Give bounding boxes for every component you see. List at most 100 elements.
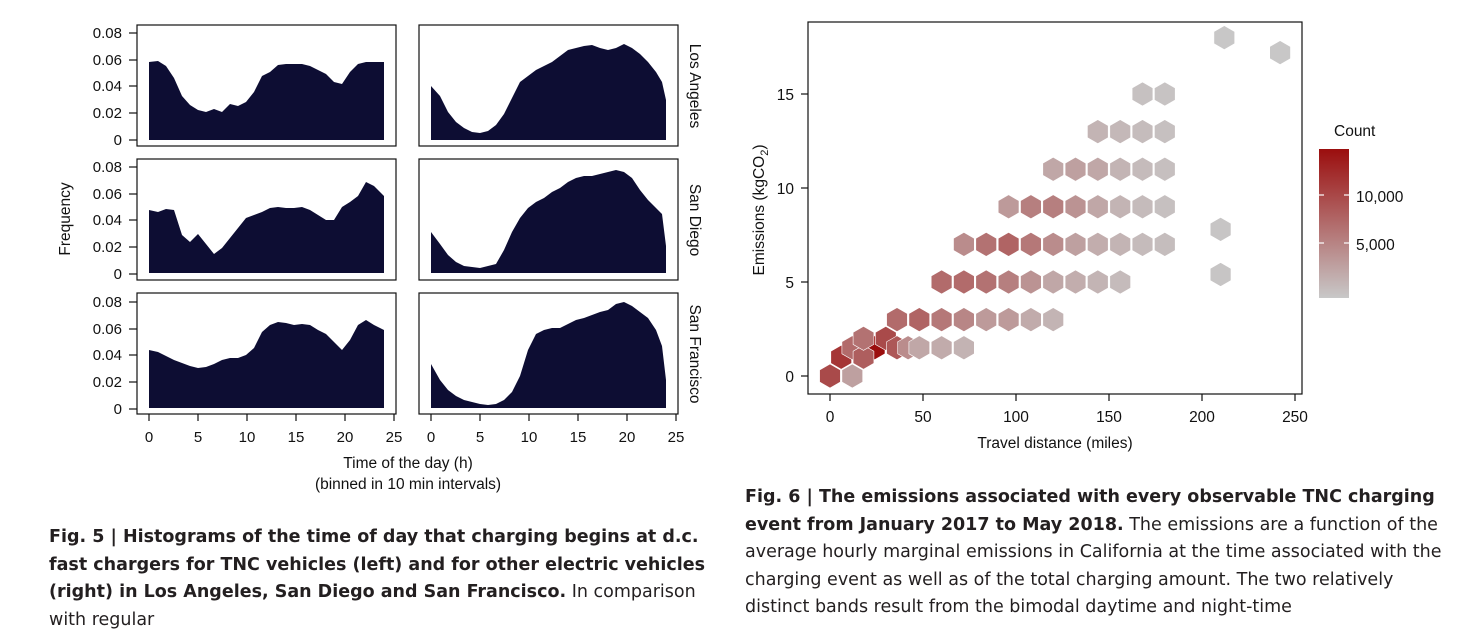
fig6-caption-bold: Fig. 6 | The emissions associated with e… (745, 487, 1435, 535)
panel-sd-other (418, 158, 679, 281)
x-tick-right-25: 25 (668, 429, 685, 446)
y-tick-r3-0: 0 (114, 401, 122, 418)
fig6-ylabel-sub: 2 (759, 150, 771, 156)
hex-cell (1042, 232, 1064, 257)
fig6-legend-colorbar (1319, 149, 1349, 298)
fig6-hexbin: 0 5 10 15 0 50 100 150 200 250 Travel di… (751, 21, 1404, 452)
hex-cell (1109, 119, 1131, 144)
hex-cell (1042, 307, 1064, 332)
panel-sf-tnc (136, 292, 397, 415)
x-tick-right-15: 15 (570, 429, 587, 446)
fig6-y-tick-0: 0 (785, 369, 794, 386)
x-tick-right-0: 0 (427, 429, 435, 446)
panel-sd-tnc (136, 158, 397, 281)
hex-cell (1109, 156, 1131, 182)
strip-san-francisco: San Francisco (686, 304, 703, 403)
y-tick-r3-0.08: 0.08 (93, 294, 122, 311)
fig6-y-ticks: 0 5 10 15 (777, 87, 795, 386)
fig6-y-tick-15: 15 (777, 87, 794, 104)
hex-cell (975, 307, 997, 332)
hex-cell (930, 307, 953, 332)
panel-la-tnc (136, 24, 397, 147)
fig5-caption-bold: Fig. 5 | Histograms of the time of day t… (49, 527, 706, 602)
hex-cell (1020, 307, 1042, 332)
hex-cell (1087, 156, 1109, 182)
fig6-x-tick-200: 200 (1189, 409, 1215, 426)
fig6-hex-cells (819, 25, 1291, 389)
hex-cell (1087, 232, 1109, 257)
hex-cell (1154, 119, 1176, 144)
hex-cell (1131, 81, 1154, 107)
x-tick-right-10: 10 (521, 429, 538, 446)
fig5-x-ticks: 0 5 10 15 20 25 0 5 10 15 20 25 (145, 429, 685, 446)
hex-cell (997, 232, 1020, 257)
fig6-ylabel: Emissions (kgCO2) (751, 144, 771, 275)
hex-cell (1042, 269, 1064, 295)
x-tick-left-25: 25 (386, 429, 403, 446)
fig5-y-ticks: 0.08 0.06 0.04 0.02 0 0.08 0.06 0.04 0.0… (93, 25, 122, 418)
fig6-legend-title: Count (1334, 123, 1376, 140)
hex-cell (930, 269, 953, 295)
hex-cell (852, 326, 875, 351)
hex-cell (1020, 194, 1042, 220)
hex-cell (1109, 232, 1131, 257)
hex-cell (1042, 194, 1064, 220)
hex-cell (1109, 194, 1131, 220)
hex-cell (1042, 156, 1064, 182)
y-tick-r3-0.04: 0.04 (93, 347, 122, 364)
hex-cell (908, 335, 930, 361)
fig6-x-tick-250: 250 (1282, 409, 1308, 426)
y-tick-r2-0.08: 0.08 (93, 159, 122, 176)
hex-cell (1064, 194, 1087, 220)
hex-cell (1213, 25, 1236, 50)
x-tick-left-5: 5 (194, 429, 202, 446)
fig5-histograms: Frequency 0.08 0.06 0.04 0.02 0 0.08 0 (57, 24, 703, 493)
hex-cell (908, 307, 930, 332)
hex-cell (1020, 269, 1042, 295)
hex-cell (1131, 119, 1154, 144)
hex-cell (930, 335, 953, 361)
hex-cell (1064, 232, 1087, 257)
strip-san-diego: San Diego (686, 184, 703, 256)
x-tick-left-10: 10 (239, 429, 256, 446)
y-tick-r1-0.06: 0.06 (93, 52, 122, 69)
hex-cell (953, 232, 975, 257)
y-tick-r2-0.06: 0.06 (93, 186, 122, 203)
hex-cell (953, 269, 975, 295)
hex-cell (819, 363, 841, 389)
y-tick-r1-0.04: 0.04 (93, 78, 122, 95)
y-tick-r3-0.06: 0.06 (93, 321, 122, 338)
fig6-ylabel-end: ) (751, 144, 768, 149)
hex-cell (1064, 269, 1087, 295)
hex-cell (886, 307, 908, 332)
y-tick-r2-0: 0 (114, 266, 122, 283)
fig6-x-tick-100: 100 (1003, 409, 1029, 426)
hex-cell (953, 307, 975, 332)
hex-cell (1131, 232, 1154, 257)
hex-cell (1269, 40, 1291, 65)
y-tick-r2-0.04: 0.04 (93, 212, 122, 229)
hex-cell (1154, 81, 1176, 107)
hex-cell (1154, 194, 1176, 220)
fig6-y-tick-5: 5 (785, 275, 794, 292)
hex-cell (841, 363, 863, 389)
hex-cell (852, 344, 875, 370)
x-tick-right-20: 20 (619, 429, 636, 446)
hex-cell (1020, 232, 1042, 257)
hex-cell (1064, 156, 1087, 182)
hex-cell (1109, 269, 1131, 295)
y-tick-r1-0.02: 0.02 (93, 105, 122, 122)
y-tick-r2-0.02: 0.02 (93, 239, 122, 256)
hex-cell (997, 307, 1020, 332)
fig5-caption: Fig. 5 | Histograms of the time of day t… (49, 524, 709, 634)
y-tick-r1-0: 0 (114, 132, 122, 149)
fig6-x-ticks: 0 50 100 150 200 250 (826, 409, 1309, 426)
hex-cell (1209, 262, 1232, 287)
panel-sf-other (418, 292, 679, 415)
fig6-xlabel: Travel distance (miles) (977, 435, 1132, 452)
strip-los-angeles: Los Angeles (686, 44, 703, 129)
hex-cell (1131, 194, 1154, 220)
y-tick-r1-0.08: 0.08 (93, 25, 122, 42)
fig5-ylabel: Frequency (57, 182, 74, 255)
hex-cell (1087, 119, 1109, 144)
